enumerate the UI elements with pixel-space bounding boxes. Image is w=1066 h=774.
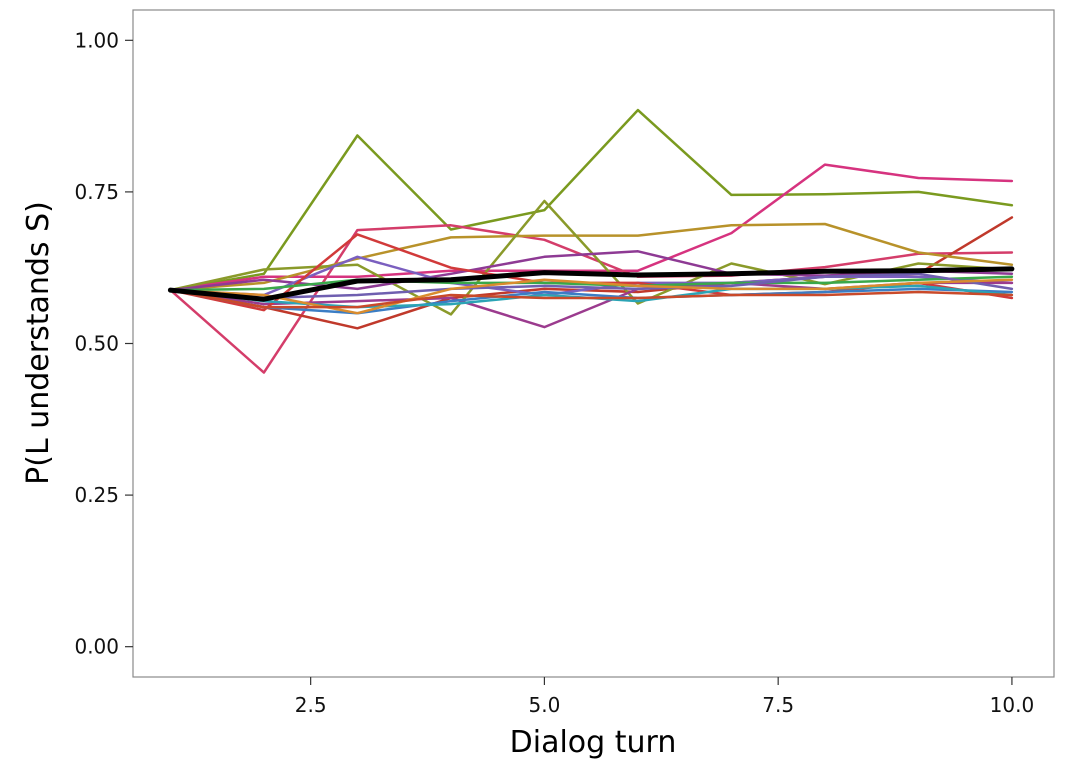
x-tick-label: 10.0 <box>990 693 1035 717</box>
x-axis-title: Dialog turn <box>510 725 677 760</box>
y-tick-label: 0.50 <box>74 332 119 356</box>
series-line-13 <box>169 275 1014 292</box>
series-line-11 <box>169 287 1014 315</box>
series-line-1 <box>169 108 1014 292</box>
plot-panel <box>132 9 1055 678</box>
y-tick-label: 1.00 <box>74 28 119 52</box>
series-lines <box>167 108 1015 374</box>
mean-series-line <box>167 266 1015 302</box>
series-line-8 <box>169 255 1014 297</box>
x-tick-label: 5.0 <box>529 693 561 717</box>
y-tick-label: 0.00 <box>74 635 119 659</box>
series-line-15 <box>169 278 1014 315</box>
x-tick-label: 2.5 <box>295 693 327 717</box>
x-axis: 2.5 5.0 7.5 10.0 <box>295 677 1034 717</box>
series-line-16 <box>169 288 1014 309</box>
series-line-14 <box>169 272 1014 300</box>
x-tick-label: 7.5 <box>762 693 794 717</box>
y-tick-label: 0.25 <box>74 483 119 507</box>
y-axis-title: P(L understands S) <box>21 201 56 485</box>
y-tick-label: 0.75 <box>74 180 119 204</box>
y-axis: 0.00 0.25 0.50 0.75 1.00 <box>74 28 133 659</box>
